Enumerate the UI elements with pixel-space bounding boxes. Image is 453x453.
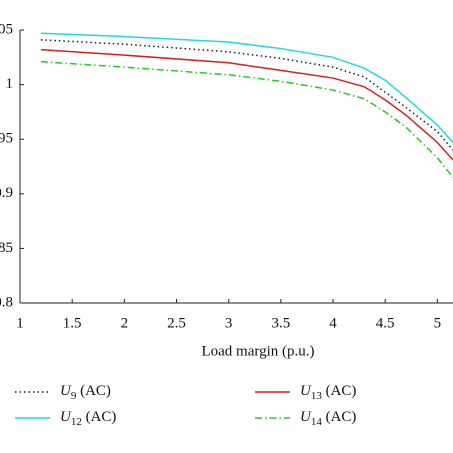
legend-label: U14 (AC) (300, 409, 356, 427)
x-tick-label: 5 (434, 315, 442, 331)
y-tick-label: 1 (6, 76, 14, 92)
x-tick-label: 3.5 (271, 315, 290, 331)
legend-sub: 13 (311, 390, 323, 402)
y-tick-label: 0.85 (0, 240, 13, 256)
y-tick-label: 0.9 (0, 185, 13, 201)
legend-var: U (60, 409, 72, 425)
x-tick-label: 2 (121, 315, 129, 331)
legend-sub: 12 (71, 416, 82, 428)
x-tick-label: 1 (16, 315, 24, 331)
legend-label: U13 (AC) (300, 383, 356, 401)
legend-label: U12 (AC) (60, 409, 116, 427)
legend-rest: (AC) (76, 383, 111, 399)
x-tick-label: 1.5 (63, 315, 82, 331)
legend-sub: 14 (311, 416, 323, 428)
x-tick-label: 2.5 (167, 315, 186, 331)
legend-var: U (300, 383, 312, 399)
legend-rest: (AC) (82, 409, 117, 425)
legend-rest: (AC) (322, 383, 357, 399)
legend-var: U (300, 409, 312, 425)
y-tick-label: 0.95 (0, 131, 13, 147)
y-tick-label: 0.8 (0, 294, 13, 310)
legend-sub: 9 (71, 390, 77, 402)
y-tick-label: 1.05 (0, 21, 13, 37)
series-line (40, 39, 453, 151)
x-axis-label: Load margin (p.u.) (201, 343, 314, 359)
series-line (40, 32, 453, 143)
legend-var: U (60, 383, 72, 399)
legend-rest: (AC) (322, 409, 357, 425)
series-line (40, 48, 453, 161)
legend-label: U9 (AC) (60, 383, 111, 401)
x-tick-label: 3 (225, 315, 233, 331)
x-tick-label: 4.5 (376, 315, 395, 331)
x-tick-label: 4 (329, 315, 337, 331)
series-line (40, 60, 453, 178)
